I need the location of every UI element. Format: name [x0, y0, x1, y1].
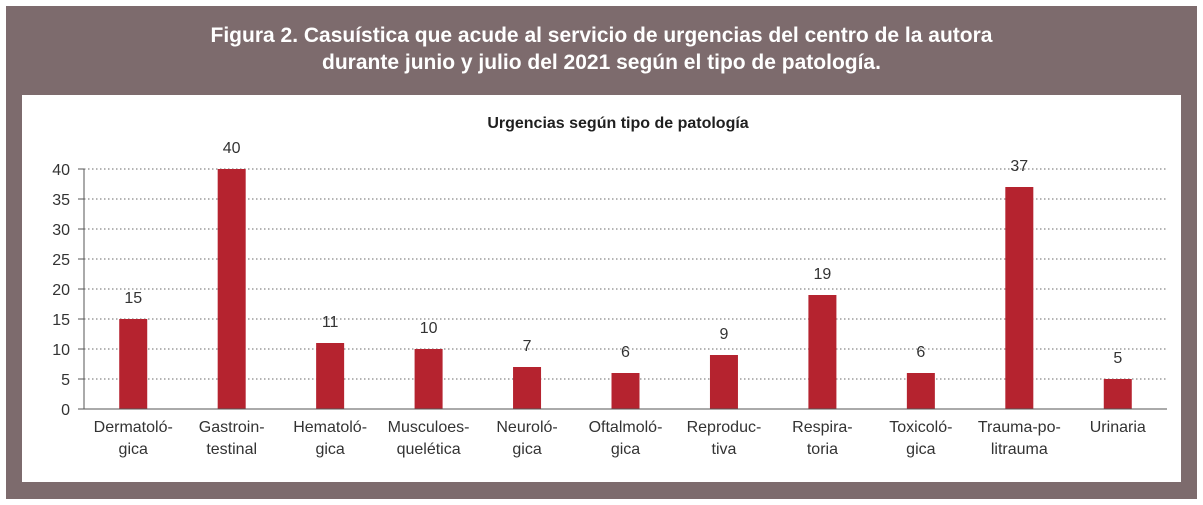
y-tick-label: 25 — [52, 252, 70, 269]
figure-title: Figura 2. Casuística que acude al servic… — [6, 22, 1197, 76]
x-tick-label: Toxicoló-gica — [889, 419, 952, 458]
data-label: 11 — [322, 314, 339, 331]
y-tick-label: 10 — [52, 342, 70, 359]
bar — [217, 169, 246, 409]
bar — [906, 373, 935, 409]
data-label: 19 — [814, 266, 832, 283]
x-tick-label: Hematoló-gica — [293, 419, 367, 458]
y-tick-label: 15 — [52, 312, 70, 329]
data-label: 6 — [621, 344, 630, 361]
x-tick-label: Trauma-po-litrauma — [978, 419, 1061, 458]
figure-title-line1: Figura 2. Casuística que acude al servic… — [210, 24, 993, 47]
y-tick-label: 0 — [61, 402, 70, 419]
x-tick-label: Musculoes-quelética — [388, 419, 470, 458]
x-tick-label: Oftalmoló-gica — [589, 419, 663, 458]
bar — [316, 343, 345, 409]
x-tick-label: Neuroló-gica — [496, 419, 557, 458]
y-tick-label: 40 — [52, 162, 70, 179]
figure-frame: Figura 2. Casuística que acude al servic… — [6, 6, 1197, 499]
bar — [119, 319, 148, 409]
figure-title-line2: durante junio y julio del 2021 según el … — [322, 51, 881, 74]
x-tick-label: Respira-toria — [792, 419, 852, 458]
bar — [1103, 379, 1132, 409]
x-tick-label: Reproduc-tiva — [687, 419, 762, 458]
bar — [709, 355, 738, 409]
bar — [513, 367, 542, 409]
x-tick-label: Gastroin-testinal — [199, 419, 265, 458]
chart-title: Urgencias según tipo de patología — [487, 115, 748, 132]
y-tick-label: 20 — [52, 282, 70, 299]
data-label: 37 — [1010, 158, 1028, 175]
y-tick-label: 30 — [52, 222, 70, 239]
bar — [1005, 187, 1034, 409]
x-tick-label: Dermatoló-gica — [94, 419, 173, 458]
data-label: 9 — [720, 326, 729, 343]
x-axis: Dermatoló-gica Gastroin-testinal Hematoló-… — [84, 408, 1167, 458]
bars — [119, 169, 1132, 409]
bar-chart: Urgencias según tipo de patología 051015… — [52, 115, 1167, 458]
data-label: 7 — [523, 338, 532, 355]
y-tick-label: 35 — [52, 192, 70, 209]
data-labels: 15 40 11 10 7 6 9 19 6 37 5 — [124, 140, 1122, 367]
y-axis: 0 5 10 15 20 25 30 35 40 — [52, 162, 85, 419]
data-label: 10 — [420, 320, 438, 337]
data-label: 5 — [1113, 350, 1122, 367]
data-label: 6 — [916, 344, 925, 361]
x-tick-label: Urinaria — [1090, 419, 1146, 436]
data-label: 15 — [124, 290, 142, 307]
bar — [611, 373, 640, 409]
bar — [808, 295, 837, 409]
chart-panel: Urgencias según tipo de patología 0 5 10 15… — [22, 95, 1181, 482]
bar — [414, 349, 443, 409]
data-label: 40 — [223, 140, 241, 157]
gridlines — [84, 168, 1167, 380]
y-tick-label: 5 — [61, 372, 70, 389]
